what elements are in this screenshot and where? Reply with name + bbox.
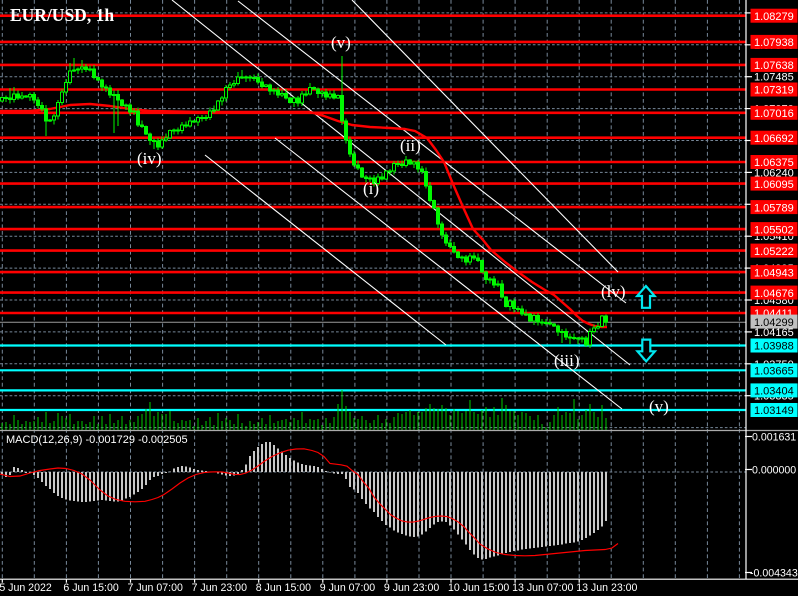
- svg-text:1.07319: 1.07319: [754, 85, 794, 97]
- svg-text:1.07638: 1.07638: [754, 60, 794, 72]
- svg-text:1.06375: 1.06375: [754, 157, 794, 169]
- svg-text:(lv): (lv): [601, 282, 626, 301]
- svg-text:MACD(12,26,9) -0.001729 -0.002: MACD(12,26,9) -0.001729 -0.002505: [6, 434, 188, 446]
- svg-text:1.07485: 1.07485: [754, 72, 794, 84]
- svg-text:6 Jun 15:00: 6 Jun 15:00: [63, 582, 118, 594]
- svg-text:1.06692: 1.06692: [754, 133, 794, 145]
- svg-text:1.04165: 1.04165: [754, 327, 794, 339]
- svg-text:13 Jun 07:00: 13 Jun 07:00: [512, 582, 573, 594]
- svg-text:5 Jun 2022: 5 Jun 2022: [0, 582, 52, 594]
- svg-text:1.07016: 1.07016: [754, 108, 794, 120]
- svg-text:EUR/USD, 1h: EUR/USD, 1h: [10, 5, 114, 25]
- svg-text:-0.004343: -0.004343: [750, 568, 798, 580]
- svg-text:1.03665: 1.03665: [754, 366, 794, 378]
- svg-text:0.001631: 0.001631: [752, 432, 796, 444]
- svg-text:(v): (v): [649, 397, 669, 416]
- svg-text:1.05222: 1.05222: [754, 246, 794, 258]
- svg-text:1.05789: 1.05789: [754, 202, 794, 214]
- svg-text:7 Jun 23:00: 7 Jun 23:00: [192, 582, 247, 594]
- svg-text:1.08279: 1.08279: [754, 11, 794, 23]
- svg-text:8 Jun 15:00: 8 Jun 15:00: [256, 582, 311, 594]
- svg-text:1.04943: 1.04943: [754, 267, 794, 279]
- svg-text:7 Jun 07:00: 7 Jun 07:00: [128, 582, 183, 594]
- svg-text:1.07938: 1.07938: [754, 37, 794, 49]
- svg-text:1.03149: 1.03149: [754, 405, 794, 417]
- svg-text:1.06240: 1.06240: [754, 167, 794, 179]
- svg-text:1.04676: 1.04676: [754, 288, 794, 300]
- svg-text:1.03988: 1.03988: [754, 341, 794, 353]
- svg-text:10 Jun 15:00: 10 Jun 15:00: [448, 582, 509, 594]
- svg-text:(v): (v): [331, 33, 351, 52]
- svg-text:9 Jun 07:00: 9 Jun 07:00: [320, 582, 375, 594]
- svg-text:1.05502: 1.05502: [754, 224, 794, 236]
- svg-text:0.000000: 0.000000: [752, 465, 796, 477]
- svg-text:1.04299: 1.04299: [754, 317, 794, 329]
- svg-text:(i): (i): [363, 179, 379, 198]
- svg-text:9 Jun 23:00: 9 Jun 23:00: [384, 582, 439, 594]
- svg-text:(iv): (iv): [137, 149, 162, 168]
- svg-text:1.03404: 1.03404: [754, 386, 794, 398]
- svg-text:1.06095: 1.06095: [754, 179, 794, 191]
- svg-text:(ii): (ii): [400, 136, 421, 155]
- svg-text:(iii): (iii): [554, 351, 580, 370]
- svg-text:13 Jun 23:00: 13 Jun 23:00: [576, 582, 637, 594]
